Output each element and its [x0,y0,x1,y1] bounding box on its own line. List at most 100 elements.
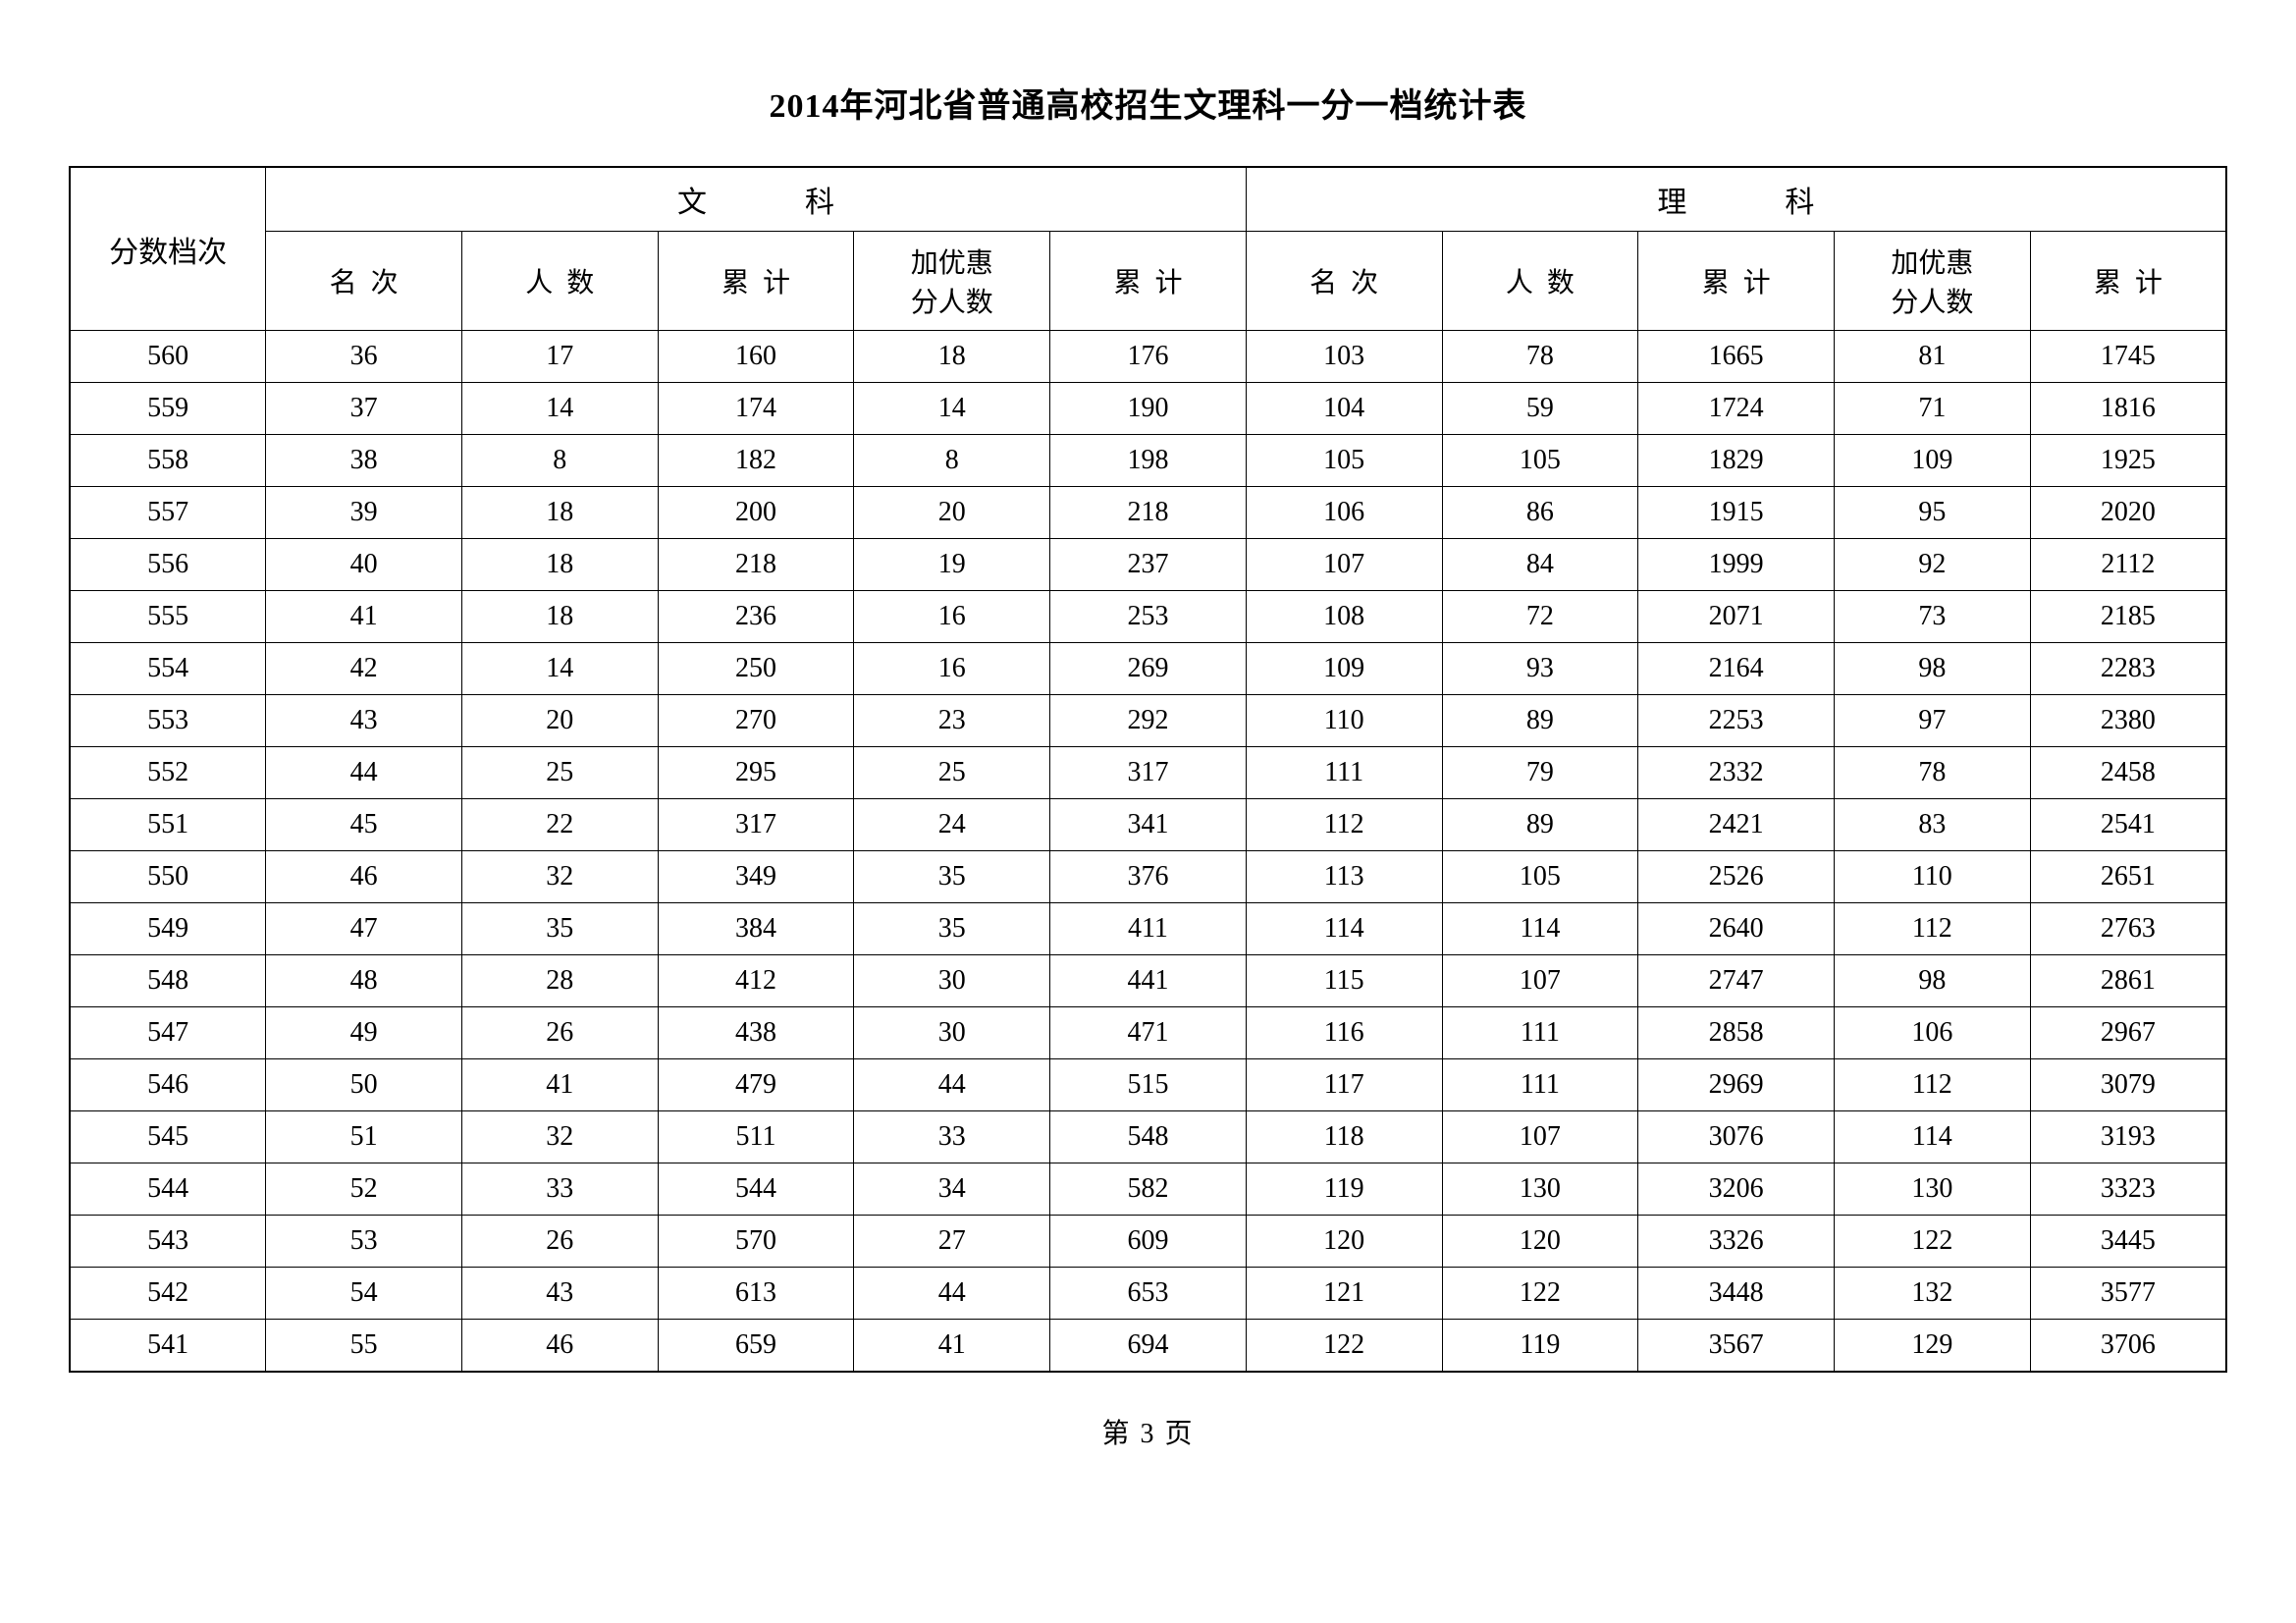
cell-l_count: 130 [1442,1163,1638,1216]
cell-w_rank: 46 [266,851,462,903]
table-row: 54749264383047111611128581062967 [70,1007,2226,1059]
cell-l_count: 89 [1442,695,1638,747]
cell-w_bonus: 23 [854,695,1050,747]
cell-w_cum2: 218 [1050,487,1247,539]
cell-w_rank: 52 [266,1163,462,1216]
table-row: 551452231724341112892421832541 [70,799,2226,851]
cell-l_cum: 2526 [1638,851,1835,903]
cell-l_bonus: 83 [1834,799,2030,851]
cell-l_cum2: 2967 [2030,1007,2226,1059]
cell-l_cum2: 3323 [2030,1163,2226,1216]
cell-l_bonus: 110 [1834,851,2030,903]
cell-l_bonus: 132 [1834,1268,2030,1320]
cell-w_cum2: 292 [1050,695,1247,747]
cell-w_cum2: 609 [1050,1216,1247,1268]
cell-score: 543 [70,1216,266,1268]
cell-w_count: 28 [461,955,658,1007]
cell-l_bonus: 98 [1834,643,2030,695]
cell-w_bonus: 44 [854,1059,1050,1111]
cell-l_rank: 121 [1246,1268,1442,1320]
cell-w_count: 18 [461,591,658,643]
cell-l_cum2: 2763 [2030,903,2226,955]
cell-score: 555 [70,591,266,643]
cell-w_bonus: 16 [854,591,1050,643]
cell-l_bonus: 81 [1834,331,2030,383]
cell-w_bonus: 30 [854,955,1050,1007]
cell-w_rank: 47 [266,903,462,955]
cell-score: 560 [70,331,266,383]
table-row: 54353265702760912012033261223445 [70,1216,2226,1268]
cell-l_count: 111 [1442,1007,1638,1059]
cell-score: 544 [70,1163,266,1216]
cell-w_count: 18 [461,487,658,539]
cell-l_cum: 2164 [1638,643,1835,695]
cell-l_rank: 120 [1246,1216,1442,1268]
cell-l_cum2: 1925 [2030,435,2226,487]
cell-score: 558 [70,435,266,487]
cell-l_count: 105 [1442,435,1638,487]
cell-w_cum2: 411 [1050,903,1247,955]
cell-w_cum: 218 [658,539,854,591]
cell-w_cum2: 376 [1050,851,1247,903]
cell-l_count: 111 [1442,1059,1638,1111]
cell-w_cum2: 237 [1050,539,1247,591]
cell-score: 557 [70,487,266,539]
cell-w_count: 33 [461,1163,658,1216]
cell-w_cum: 174 [658,383,854,435]
cell-l_bonus: 112 [1834,1059,2030,1111]
cell-w_bonus: 20 [854,487,1050,539]
cell-w_cum2: 253 [1050,591,1247,643]
cell-w_bonus: 14 [854,383,1050,435]
cell-w_bonus: 25 [854,747,1050,799]
cell-w_cum: 544 [658,1163,854,1216]
table-row: 55046323493537611310525261102651 [70,851,2226,903]
cell-l_count: 86 [1442,487,1638,539]
cell-l_bonus: 95 [1834,487,2030,539]
cell-l_cum2: 2185 [2030,591,2226,643]
cell-w_rank: 54 [266,1268,462,1320]
cell-w_cum2: 269 [1050,643,1247,695]
cell-w_cum: 511 [658,1111,854,1163]
cell-w_rank: 43 [266,695,462,747]
page-container: 2014年河北省普通高校招生文理科一分一档统计表 分数档次 文科 理科 名次 人… [0,0,2296,1623]
cell-l_cum: 2421 [1638,799,1835,851]
cell-w_bonus: 35 [854,903,1050,955]
cell-w_rank: 45 [266,799,462,851]
cell-l_cum: 1665 [1638,331,1835,383]
cell-l_bonus: 114 [1834,1111,2030,1163]
cell-l_cum2: 3079 [2030,1059,2226,1111]
cell-l_cum2: 1745 [2030,331,2226,383]
cell-l_cum2: 2020 [2030,487,2226,539]
cell-w_cum2: 515 [1050,1059,1247,1111]
cell-w_rank: 48 [266,955,462,1007]
table-row: 54155466594169412211935671293706 [70,1320,2226,1373]
cell-l_cum: 2640 [1638,903,1835,955]
cell-w_cum2: 190 [1050,383,1247,435]
cell-l_count: 107 [1442,1111,1638,1163]
cell-w_count: 8 [461,435,658,487]
cell-w_count: 20 [461,695,658,747]
cell-l_bonus: 112 [1834,903,2030,955]
cell-l_cum: 1829 [1638,435,1835,487]
cell-w_cum: 412 [658,955,854,1007]
cell-l_cum2: 2541 [2030,799,2226,851]
cell-l_count: 78 [1442,331,1638,383]
cell-w_cum2: 317 [1050,747,1247,799]
cell-l_rank: 115 [1246,955,1442,1007]
cell-l_cum: 3326 [1638,1216,1835,1268]
cell-l_rank: 106 [1246,487,1442,539]
header-score: 分数档次 [70,167,266,331]
cell-w_rank: 40 [266,539,462,591]
cell-score: 554 [70,643,266,695]
cell-w_cum2: 548 [1050,1111,1247,1163]
table-row: 54452335443458211913032061303323 [70,1163,2226,1216]
cell-score: 541 [70,1320,266,1373]
cell-l_rank: 112 [1246,799,1442,851]
cell-w_cum: 349 [658,851,854,903]
table-row: 54947353843541111411426401122763 [70,903,2226,955]
cell-l_rank: 116 [1246,1007,1442,1059]
cell-l_cum: 2747 [1638,955,1835,1007]
cell-l_count: 93 [1442,643,1638,695]
cell-l_cum2: 3706 [2030,1320,2226,1373]
cell-w_cum2: 694 [1050,1320,1247,1373]
